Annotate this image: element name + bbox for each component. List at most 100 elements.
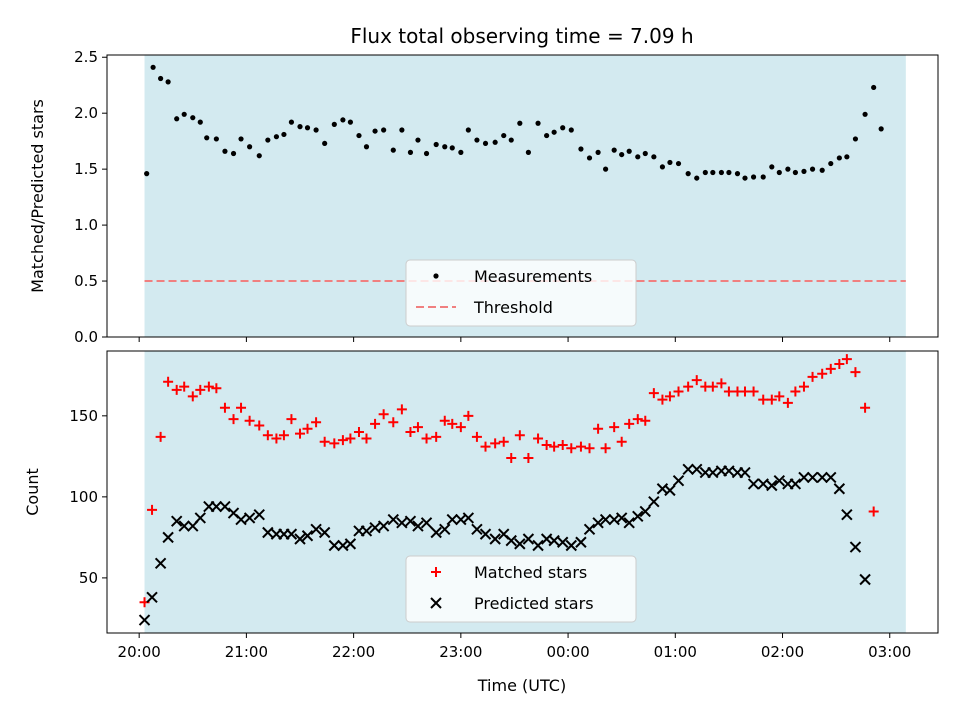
predicted-point — [514, 538, 526, 550]
matched-point — [396, 404, 407, 415]
predicted-point — [360, 525, 373, 537]
measurement-point — [492, 139, 498, 145]
matched-point — [593, 423, 604, 434]
matched-point — [600, 443, 611, 454]
matched-point — [640, 415, 651, 426]
matched-point — [841, 354, 852, 365]
matched-point — [219, 402, 230, 413]
matched-point — [147, 504, 158, 515]
predicted-point — [557, 536, 569, 548]
matched-point — [345, 433, 356, 444]
measurement-point — [423, 150, 430, 157]
predicted-point — [766, 479, 778, 492]
matched-point — [632, 414, 643, 425]
predicted-point — [592, 517, 604, 529]
matched-point — [541, 440, 552, 450]
predicted-point — [816, 471, 828, 484]
predicted-point — [377, 520, 390, 532]
matched-point — [337, 435, 348, 446]
predicted-point — [789, 478, 802, 490]
predicted-point — [747, 478, 760, 490]
predicted-point — [262, 526, 274, 539]
predicted-point — [648, 496, 660, 508]
predicted-point — [219, 500, 231, 513]
matched-point — [179, 381, 190, 392]
measurement-point — [297, 124, 303, 130]
predicted-point — [798, 471, 810, 484]
matched-point — [657, 394, 668, 405]
x-tick-label: 20:00 — [118, 643, 161, 661]
measurement-point — [281, 131, 287, 138]
matched-point — [868, 506, 879, 517]
measurement-point — [560, 125, 566, 131]
matched-point — [236, 402, 247, 413]
measurement-point — [792, 169, 798, 176]
matched-point — [378, 409, 389, 420]
y-tick-label: 2.0 — [74, 104, 98, 122]
measurement-point — [204, 135, 210, 141]
matched-point — [490, 438, 501, 449]
y-tick-label: 1.0 — [74, 216, 98, 234]
measurement-point — [750, 174, 757, 180]
predicted-point — [369, 521, 381, 534]
predicted-point — [194, 512, 206, 524]
y-tick-label: 50 — [79, 569, 98, 587]
measurement-point — [785, 166, 791, 172]
measurement-point — [578, 146, 584, 152]
matched-point — [616, 436, 627, 447]
x-tick-label: 03:00 — [868, 643, 911, 661]
measurement-point — [659, 164, 666, 170]
matched-point — [825, 363, 836, 374]
matched-point — [278, 430, 289, 441]
measurement-point — [465, 127, 471, 133]
bottom-y-axis-label: Count — [23, 468, 42, 516]
predicted-point — [310, 523, 322, 535]
bottom-legend-box — [405, 555, 637, 623]
matched-point — [807, 371, 818, 382]
measurement-point — [525, 149, 531, 155]
measurement-point — [256, 153, 262, 159]
matched-point — [723, 386, 734, 397]
predicted-point — [396, 517, 408, 529]
measurement-point — [742, 175, 748, 181]
measurement-point — [586, 155, 593, 161]
measurement-point — [273, 134, 280, 140]
matched-point — [262, 430, 273, 441]
y-tick-label: 0.5 — [74, 272, 98, 290]
x-tick-label: 22:00 — [332, 643, 375, 661]
measurement-point — [667, 159, 673, 166]
predicted-point — [328, 539, 341, 552]
predicted-point — [664, 484, 676, 497]
matched-point — [533, 433, 544, 444]
matched-point — [439, 415, 450, 426]
predicted-point — [489, 533, 501, 545]
matched-point — [421, 433, 432, 444]
predicted-point — [412, 520, 424, 532]
matched-point — [211, 383, 222, 394]
matched-point — [817, 368, 828, 379]
predicted-point — [235, 513, 247, 526]
predicted-point — [344, 538, 357, 550]
matched-point — [609, 422, 620, 433]
matched-point — [187, 391, 198, 402]
matched-point — [228, 414, 239, 425]
legend-predicted-marker — [430, 597, 442, 609]
matched-point — [163, 376, 174, 387]
matched-point — [329, 438, 340, 449]
predicted-point — [583, 523, 596, 535]
predicted-point — [833, 483, 846, 495]
bottom-axes-frame — [106, 350, 939, 634]
y-tick-label: 100 — [69, 488, 98, 506]
measurement-point — [381, 127, 387, 133]
measurement-point — [197, 119, 203, 125]
matched-point — [549, 441, 560, 452]
x-tick-label: 23:00 — [439, 643, 482, 661]
measurement-point — [230, 150, 237, 157]
x-tick-label: 21:00 — [225, 643, 268, 661]
matched-point — [790, 386, 801, 397]
measurement-point — [190, 115, 196, 121]
measurement-point — [174, 116, 180, 122]
predicted-point — [146, 591, 158, 604]
predicted-point — [318, 526, 331, 539]
